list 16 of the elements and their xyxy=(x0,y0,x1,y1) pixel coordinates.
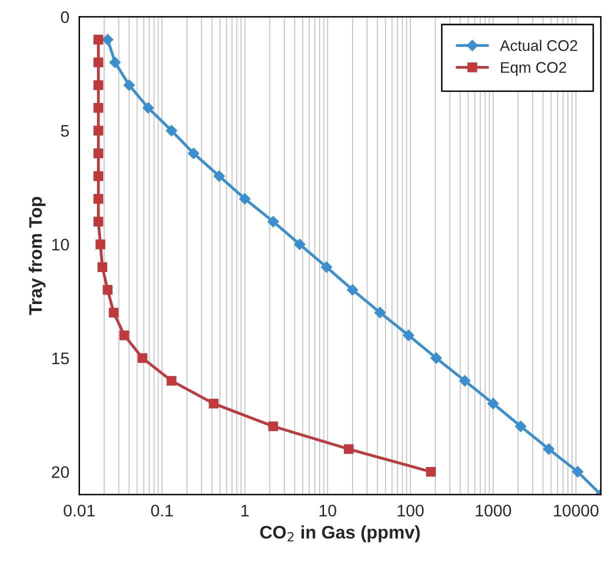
y-tick-label: 15 xyxy=(52,352,69,364)
x-tick-label: 0.01 xyxy=(64,504,95,517)
legend-label: Actual CO2 xyxy=(500,40,578,51)
x-tick-label: 100 xyxy=(398,504,424,517)
y-tick-label: 5 xyxy=(60,125,69,137)
x-tick-label: 0.1 xyxy=(151,504,173,517)
x-tick-label: 10 xyxy=(320,504,336,517)
x-tick-label: 1 xyxy=(241,504,249,516)
y-tick-label: 20 xyxy=(52,466,69,478)
x-tick-label: 1000 xyxy=(476,504,512,517)
legend-label: Eqm CO2 xyxy=(501,62,566,76)
y-tick-label: 10 xyxy=(52,238,69,251)
x-axis-title: CO$_{2}$ in Gas (ppmv) xyxy=(260,525,420,542)
y-axis-title: Tray from Top xyxy=(28,196,46,316)
x-tick-label: 10000 xyxy=(554,504,598,517)
y-tick-label: 0 xyxy=(60,11,69,24)
